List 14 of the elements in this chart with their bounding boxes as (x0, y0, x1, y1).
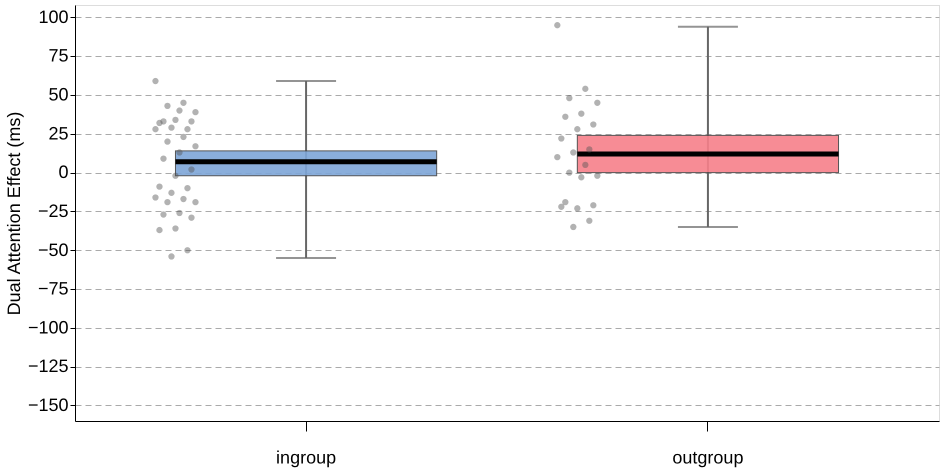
y-tick-label: −100 (28, 317, 68, 338)
y-tick-label: 100 (38, 6, 68, 27)
y-tick-label: −125 (28, 356, 68, 376)
x-tick-label: ingroup (276, 448, 336, 468)
y-tick-label: −75 (38, 278, 68, 299)
y-tick-label: −50 (38, 240, 68, 260)
y-tick-label: −150 (28, 394, 68, 415)
y-tick-label: 25 (48, 123, 68, 144)
y-tick-label: 75 (48, 46, 68, 66)
y-axis-title: Dual Attention Effect (ms) (4, 112, 24, 316)
y-tick-label: 0 (58, 162, 68, 182)
y-tick-label: 50 (48, 84, 68, 105)
y-tick-label: −25 (38, 200, 68, 221)
x-tick-label: outgroup (672, 448, 744, 468)
